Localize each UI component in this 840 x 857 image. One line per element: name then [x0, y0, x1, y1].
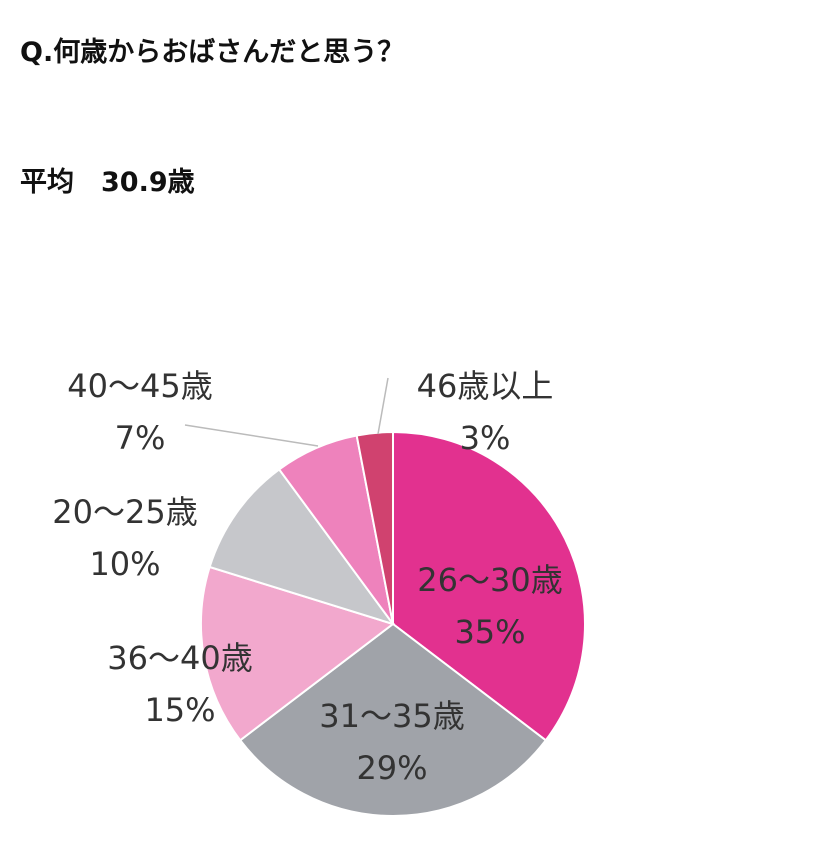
value-label: 35%: [454, 613, 525, 651]
value-label: 7%: [115, 419, 166, 457]
slice-label: 46歳以上: [417, 367, 554, 405]
slice-label: 31～35歳: [319, 697, 464, 735]
slice-label: 20～25歳: [52, 493, 197, 531]
pie-slice: [392, 430, 586, 742]
value-label: 10%: [89, 545, 160, 583]
slice-label: 36～40歳: [107, 639, 252, 677]
pie-slice: [208, 467, 396, 626]
slice-label: 40～45歳: [67, 367, 212, 405]
value-label: 15%: [144, 691, 215, 729]
value-label: 3%: [460, 419, 511, 457]
pie-slice: [238, 622, 548, 817]
value-label: 29%: [356, 749, 427, 787]
chart-title: Q.何歳からおばさんだと思う？: [20, 37, 405, 68]
leader-line: [377, 377, 389, 435]
slice-label: 26～30歳: [417, 561, 562, 599]
chart-subtitle: 平均 30.9歳: [20, 167, 195, 198]
pie-slice: [200, 565, 396, 742]
pie-slice: [355, 430, 394, 625]
leader-line: [184, 424, 319, 447]
